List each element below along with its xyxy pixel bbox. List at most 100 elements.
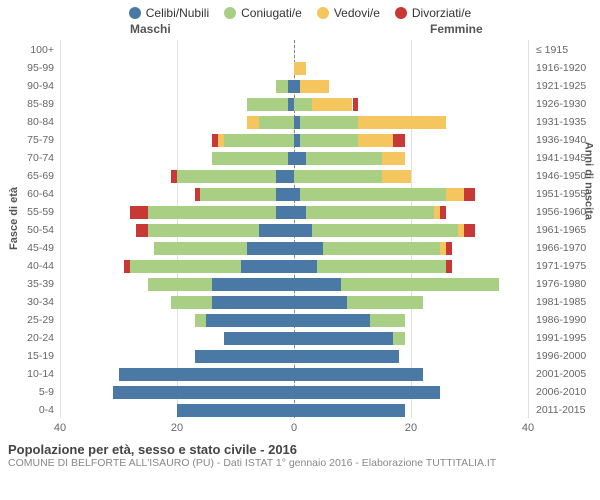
age-row: 100+≤ 1915 xyxy=(0,42,600,59)
gender-labels: Maschi Femmine xyxy=(0,22,600,40)
age-label: 90-94 xyxy=(0,78,54,95)
bar-segment-male xyxy=(212,296,294,309)
bar-segment-male xyxy=(130,206,148,219)
age-label: 30-34 xyxy=(0,294,54,311)
birth-year-label: 2006-2010 xyxy=(536,384,598,401)
age-row: 45-49 1966-1970 xyxy=(0,240,600,257)
age-label: 50-54 xyxy=(0,222,54,239)
birth-year-label: 1951-1955 xyxy=(536,186,598,203)
age-label: 55-59 xyxy=(0,204,54,221)
bar-segment-female xyxy=(294,98,312,111)
legend-item: Divorziati/e xyxy=(395,6,471,20)
age-row: 10-142001-2005 xyxy=(0,366,600,383)
age-row: 85-89 1926-1930 xyxy=(0,96,600,113)
bar-segment-male xyxy=(177,170,276,183)
age-label: 65-69 xyxy=(0,168,54,185)
age-label: 15-19 xyxy=(0,348,54,365)
birth-year-label: 1991-1995 xyxy=(536,330,598,347)
age-label: 75-79 xyxy=(0,132,54,149)
bar-segment-female xyxy=(446,188,464,201)
birth-year-label: 1961-1965 xyxy=(536,222,598,239)
birth-year-label: 1926-1930 xyxy=(536,96,598,113)
birth-year-label: 1996-2000 xyxy=(536,348,598,365)
bar-segment-female xyxy=(382,152,405,165)
age-label: 0-4 xyxy=(0,402,54,419)
bar-segment-female xyxy=(294,224,312,237)
bar-segment-male xyxy=(241,260,294,273)
bar-segment-female xyxy=(294,170,382,183)
bar-segment-male xyxy=(200,188,276,201)
bar-segment-female xyxy=(382,170,411,183)
bar-segment-female xyxy=(294,404,405,417)
x-axis-labels: 402002040 xyxy=(0,422,600,438)
bar-segment-female xyxy=(347,296,423,309)
bar-segment-male xyxy=(224,332,294,345)
chart-footer: Popolazione per età, sesso e stato civil… xyxy=(0,438,600,469)
bar-segment-male xyxy=(212,134,218,147)
bar-segment-male xyxy=(113,386,294,399)
bar-segment-male xyxy=(247,98,288,111)
bar-segment-female xyxy=(306,152,382,165)
bar-segment-female xyxy=(393,332,405,345)
bar-segment-male xyxy=(195,314,207,327)
age-label: 25-29 xyxy=(0,312,54,329)
age-row: 35-391976-1980 xyxy=(0,276,600,293)
bar-segment-female xyxy=(294,260,317,273)
age-row: 25-29 1986-1990 xyxy=(0,312,600,329)
bar-segment-female xyxy=(294,62,306,75)
bar-segment-female xyxy=(300,134,359,147)
bar-segment-female xyxy=(358,134,393,147)
bar-segment-female xyxy=(393,134,405,147)
bar-segment-female xyxy=(440,206,446,219)
age-label: 80-84 xyxy=(0,114,54,131)
bar-segment-female xyxy=(323,242,440,255)
bar-segment-female xyxy=(317,260,446,273)
birth-year-label: 1986-1990 xyxy=(536,312,598,329)
legend-label: Celibi/Nubili xyxy=(146,6,209,20)
bar-segment-female xyxy=(446,260,452,273)
age-row: 80-841931-1935 xyxy=(0,114,600,131)
bar-segment-male xyxy=(148,224,259,237)
age-row: 70-741941-1945 xyxy=(0,150,600,167)
legend-swatch xyxy=(224,7,236,19)
age-label: 45-49 xyxy=(0,240,54,257)
bar-segment-male xyxy=(206,314,294,327)
bar-segment-male xyxy=(276,188,294,201)
birth-year-label: 1941-1945 xyxy=(536,150,598,167)
legend-label: Vedovi/e xyxy=(334,6,380,20)
birth-year-label: 1916-1920 xyxy=(536,60,598,77)
birth-year-label: 1966-1970 xyxy=(536,240,598,257)
bar-segment-male xyxy=(124,260,130,273)
bar-segment-female xyxy=(341,278,499,291)
bar-segment-male xyxy=(130,260,241,273)
legend-label: Coniugati/e xyxy=(241,6,302,20)
bar-segment-female xyxy=(312,224,458,237)
bar-segment-male xyxy=(276,80,288,93)
bar-segment-male xyxy=(136,224,148,237)
age-label: 60-64 xyxy=(0,186,54,203)
bar-segment-female xyxy=(300,188,446,201)
age-row: 20-241991-1995 xyxy=(0,330,600,347)
bar-segment-male xyxy=(212,152,288,165)
age-row: 65-691946-1950 xyxy=(0,168,600,185)
bar-segment-male xyxy=(212,278,294,291)
bar-segment-female xyxy=(353,98,359,111)
age-label: 10-14 xyxy=(0,366,54,383)
age-row: 60-64 1951-1955 xyxy=(0,186,600,203)
age-row: 0-4 2011-2015 xyxy=(0,402,600,419)
bar-segment-female xyxy=(300,116,359,129)
bar-segment-male xyxy=(119,368,295,381)
bar-segment-male xyxy=(195,350,294,363)
age-label: 40-44 xyxy=(0,258,54,275)
bar-segment-male xyxy=(171,170,177,183)
bar-segment-female xyxy=(294,350,399,363)
bar-segment-female xyxy=(464,224,476,237)
age-label: 85-89 xyxy=(0,96,54,113)
legend-swatch xyxy=(395,7,407,19)
birth-year-label: 1976-1980 xyxy=(536,276,598,293)
birth-year-label: 2011-2015 xyxy=(536,402,598,419)
bar-segment-male xyxy=(259,116,294,129)
x-tick-label: 40 xyxy=(522,422,534,434)
legend-label: Divorziati/e xyxy=(412,6,471,20)
age-row: 30-341981-1985 xyxy=(0,294,600,311)
